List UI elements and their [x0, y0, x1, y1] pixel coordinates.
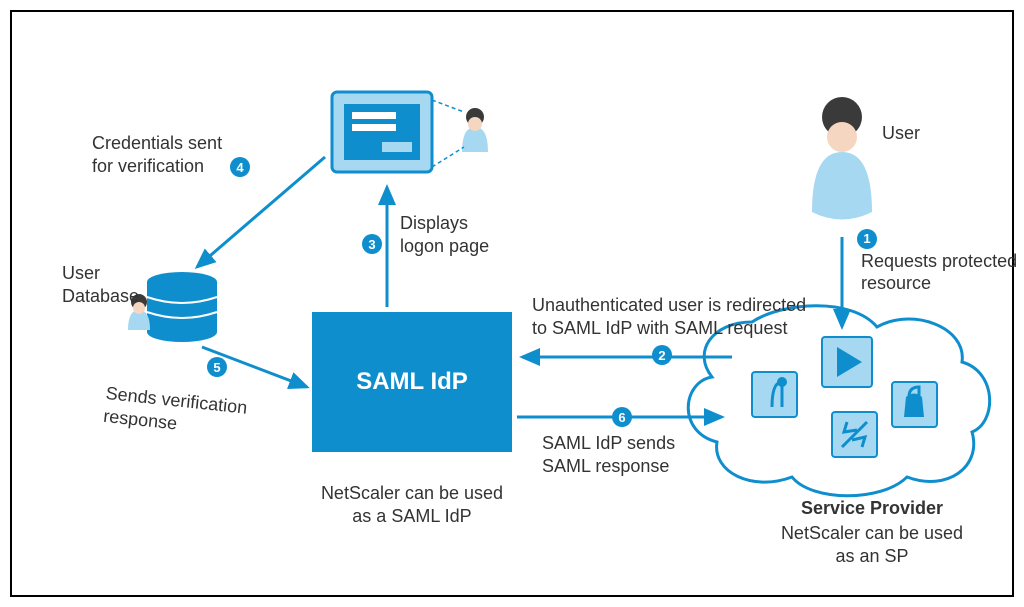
step4-text: Credentials sent for verification	[92, 132, 222, 177]
step1: 1 Requests protected resource	[857, 227, 1017, 295]
database-label: User Database	[62, 262, 139, 307]
step2-badge-wrap: 2	[652, 345, 672, 365]
step2-badge: 2	[652, 345, 672, 365]
step6-badge: 6	[612, 407, 632, 427]
step3-badge: 3	[362, 234, 382, 254]
login-window-icon	[332, 92, 488, 172]
idp-caption: NetScaler can be used as a SAML IdP	[292, 482, 532, 527]
step1-badge: 1	[857, 229, 877, 249]
sp-caption: NetScaler can be used as an SP	[752, 522, 992, 567]
step1-text: Requests protected resource	[861, 250, 1017, 295]
step5-badge: 5	[207, 357, 227, 377]
saml-idp-label: SAML IdP	[356, 368, 468, 396]
sp-title: Service Provider	[772, 497, 972, 520]
database-icon	[128, 272, 217, 342]
step4-badge: 4	[230, 157, 250, 177]
step6-badge-wrap: 6	[612, 407, 632, 427]
step4-badge-wrap: 4	[230, 157, 250, 177]
saml-flow-diagram: SAML IdP User User Database Service Prov…	[12, 12, 1012, 595]
step2-text: Unauthenticated user is redirected to SA…	[532, 294, 806, 339]
user-label: User	[882, 122, 920, 145]
user-icon	[812, 97, 872, 220]
step3-badge-wrap: 3	[362, 234, 382, 254]
step6-text: SAML IdP sends SAML response	[542, 432, 675, 477]
step5-badge-wrap: 5	[207, 357, 227, 377]
step5-text: Sends verification response	[102, 382, 248, 442]
step3-text: Displays logon page	[400, 212, 489, 257]
saml-idp-box: SAML IdP	[312, 312, 512, 452]
